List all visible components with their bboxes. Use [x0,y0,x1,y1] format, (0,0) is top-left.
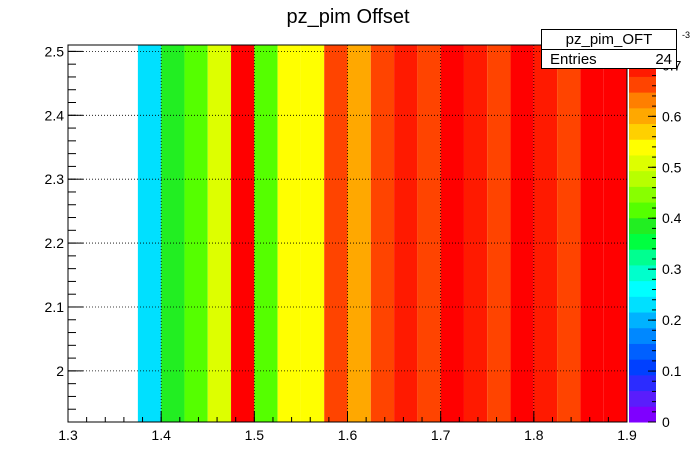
heatmap-cell [207,45,232,422]
heatmap-cell [394,45,418,422]
heatmap-cell [487,45,511,422]
palette-swatch [629,406,656,423]
grid-lines [68,45,627,422]
stats-entries-value: 24 [655,51,672,68]
x-tick-label: 1.9 [617,427,637,443]
chart-title: pz_pim Offset [286,6,410,28]
palette-swatch [629,233,656,250]
z-exponent-label: -3 [682,30,690,40]
z-tick-label: 0.5 [662,159,682,175]
palette-swatch [629,327,656,344]
palette-swatch [629,76,656,93]
palette-swatch [629,264,656,282]
palette-swatch [629,107,656,125]
heatmap-cell [300,45,325,422]
palette-swatch [629,217,656,234]
heatmap-cell [603,45,627,422]
y-axis: 2 2.1 2.2 2.3 2.4 2.5 [45,43,83,423]
heatmap-cell [254,45,278,422]
palette-swatch [629,202,656,219]
stats-entries-label: Entries [550,51,597,68]
heatmap-cell [440,45,464,422]
z-tick-label: 0.2 [662,312,682,328]
palette-swatch [629,170,656,187]
z-tick-label: 0.6 [662,108,682,124]
stats-box: pz_pim_OFT Entries 24 [541,29,677,69]
heatmap-cell [184,45,208,422]
y-tick-label: 2.5 [45,43,65,59]
palette-swatch [629,374,656,392]
heatmap-cells [137,45,627,422]
heatmap-cell [557,45,581,422]
x-tick-label: 1.6 [338,427,358,443]
heatmap-cell [370,45,395,422]
palette-swatch [629,312,656,329]
palette-swatch [629,249,656,266]
y-tick-label: 2.3 [45,171,65,187]
z-tick-label: 0.3 [662,261,682,277]
heatmap-cell [580,45,604,422]
x-tick-label: 1.7 [431,427,451,443]
heatmap-cell [324,45,348,422]
heatmap-cell [161,45,185,422]
palette-swatch [629,390,656,407]
x-tick-label: 1.3 [58,427,78,443]
heatmap-cell [347,45,371,422]
heatmap-cell [417,45,441,422]
x-tick-label: 1.5 [245,427,265,443]
heatmap-cell [231,45,255,422]
palette-swatch [629,123,656,140]
palette-swatch [629,359,656,376]
y-tick-label: 2.1 [45,299,65,315]
y-tick-label: 2 [56,363,64,379]
x-tick-label: 1.8 [524,427,544,443]
y-tick-label: 2.2 [45,235,65,251]
stats-name: pz_pim_OFT [542,30,676,50]
y-tick-label: 2.4 [45,107,65,123]
x-axis: 1.3 1.4 1.5 1.6 1.7 1.8 1.9 [58,411,637,443]
palette-swatch [629,186,656,203]
palette-swatch [629,154,656,172]
z-tick-label: 0 [662,414,670,430]
heatmap-cell [510,45,534,422]
heatmap-cell [137,45,162,422]
heatmap-cell [533,45,558,422]
z-tick-label: 0.1 [662,363,682,379]
palette-swatch [629,280,656,297]
z-tick-label: 0.4 [662,210,682,226]
palette-swatch [629,343,656,360]
palette-swatch [629,296,656,313]
palette-swatch [629,139,656,156]
palette-swatch [629,92,656,109]
heatmap-cell [277,45,301,422]
z-color-axis: 00.10.20.30.40.50.60.7-3 [629,30,690,430]
x-tick-label: 1.4 [151,427,171,443]
heatmap-cell [463,45,488,422]
